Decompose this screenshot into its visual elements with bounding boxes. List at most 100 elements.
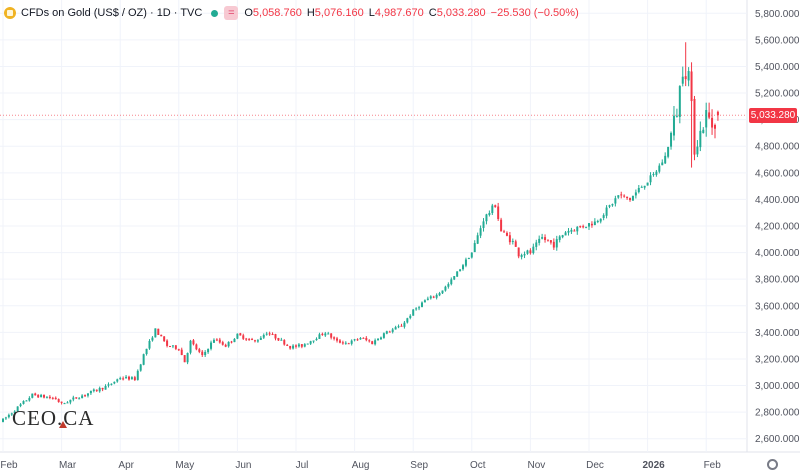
candle-body xyxy=(259,337,262,340)
candle-body xyxy=(514,241,517,247)
candle-body xyxy=(558,236,561,240)
candle-body xyxy=(139,364,142,371)
y-tick-label: 4,800.000 xyxy=(755,142,800,153)
candle-body xyxy=(456,271,459,277)
candle-body xyxy=(675,115,678,117)
time-axis[interactable]: Feb Mar Apr May Jun Jul Aug Sep Oct Nov Dec 2026 Feb xyxy=(0,460,721,471)
candle-body xyxy=(576,226,579,232)
candle-body xyxy=(327,333,330,335)
candle-body xyxy=(10,413,13,415)
candle-body xyxy=(705,110,708,128)
candle-body xyxy=(2,418,4,422)
candle-body xyxy=(236,333,239,339)
candle-body xyxy=(643,185,646,188)
candle-body xyxy=(251,339,254,341)
candle-body xyxy=(670,132,673,147)
candle-body xyxy=(207,349,210,353)
candle-body xyxy=(92,389,95,392)
candle-body xyxy=(122,378,125,380)
candle-body xyxy=(634,192,637,196)
candlestick-series xyxy=(2,42,719,423)
candle-body xyxy=(602,215,605,218)
candle-body xyxy=(104,386,107,390)
candle-body xyxy=(467,257,470,260)
candle-body xyxy=(4,417,7,419)
candle-body xyxy=(438,293,441,296)
candle-body xyxy=(412,309,415,316)
candle-body xyxy=(394,327,397,330)
candle-body xyxy=(391,329,394,332)
symbol-title[interactable]: CFDs on Gold (US$ / OZ) · 1D · TVC xyxy=(21,7,203,19)
candle-body xyxy=(344,342,347,344)
x-tick-label: May xyxy=(175,460,194,471)
candle-body xyxy=(447,284,450,287)
candle-body xyxy=(371,341,374,345)
y-tick-label: 4,600.000 xyxy=(755,168,800,179)
candle-body xyxy=(28,398,31,401)
candle-body xyxy=(503,231,506,233)
candle-body xyxy=(230,341,233,343)
candle-body xyxy=(195,344,198,350)
candle-body xyxy=(582,226,585,228)
candle-body xyxy=(110,383,113,385)
x-tick-label: Nov xyxy=(528,460,546,471)
candle-body xyxy=(535,242,538,247)
candle-body xyxy=(377,338,380,341)
candle-body xyxy=(233,338,236,343)
candle-body xyxy=(350,340,353,344)
candle-body xyxy=(300,344,303,347)
candle-body xyxy=(69,399,72,403)
ohlc-low: L4,987.670 xyxy=(368,7,424,19)
candle-body xyxy=(626,196,629,199)
y-tick-label: 4,400.000 xyxy=(755,195,800,206)
price-axis[interactable]: 2,600.000 2,800.000 3,000.000 3,200.000 3,40… xyxy=(755,9,800,445)
x-tick-label: 2026 xyxy=(642,460,665,471)
candle-body xyxy=(585,226,588,228)
candle-body xyxy=(485,214,488,222)
candle-body xyxy=(177,349,180,351)
candle-body xyxy=(479,228,482,236)
candle-body xyxy=(476,235,479,244)
candle-body xyxy=(426,298,429,300)
candle-body xyxy=(19,404,22,407)
candle-body xyxy=(397,326,400,328)
candle-body xyxy=(89,390,92,394)
candle-body xyxy=(470,252,473,258)
candle-body xyxy=(133,377,136,380)
candle-body xyxy=(66,402,69,404)
candle-body xyxy=(16,406,19,412)
gold-symbol-icon[interactable] xyxy=(4,7,16,19)
candle-body xyxy=(277,338,280,341)
gear-icon[interactable] xyxy=(767,459,778,470)
compare-equals-icon[interactable]: = xyxy=(224,6,239,20)
candle-body xyxy=(588,223,590,227)
candle-body xyxy=(45,397,48,399)
x-tick-label: Aug xyxy=(352,460,370,471)
candle-body xyxy=(664,155,667,164)
candle-body xyxy=(505,232,508,236)
candle-body xyxy=(286,344,289,346)
candle-body xyxy=(482,221,485,228)
candle-body xyxy=(321,333,324,335)
candle-body xyxy=(532,246,535,254)
candle-body xyxy=(418,307,421,309)
candle-body xyxy=(253,340,256,342)
candle-body xyxy=(283,340,286,345)
candle-body xyxy=(593,221,596,226)
candle-body xyxy=(429,296,432,299)
candle-body xyxy=(37,394,40,398)
candle-body xyxy=(415,308,418,310)
candle-body xyxy=(620,194,623,196)
candle-body xyxy=(51,397,54,399)
candle-body xyxy=(174,345,177,349)
candle-body xyxy=(227,341,230,347)
x-tick-label: Feb xyxy=(0,460,18,471)
candle-body xyxy=(403,322,406,327)
candle-body xyxy=(672,115,675,136)
candle-body xyxy=(180,349,183,356)
candle-body xyxy=(166,340,169,346)
candle-body xyxy=(22,401,25,404)
candle-body xyxy=(145,348,148,355)
candle-body xyxy=(239,333,242,336)
